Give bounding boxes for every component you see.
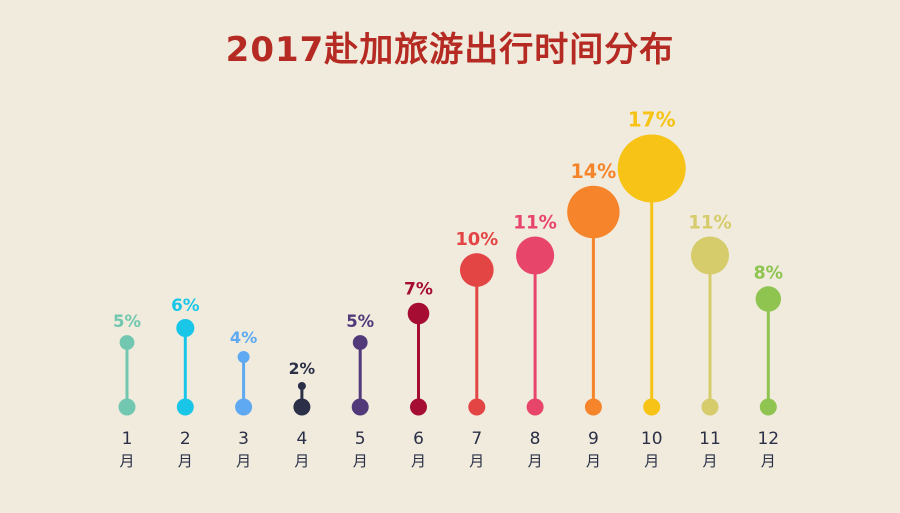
month-unit-label: 月 — [353, 452, 368, 470]
month-number-label: 9 — [588, 429, 599, 449]
value-bubble — [352, 335, 368, 350]
value-bubble — [690, 236, 730, 275]
month-number-label: 5 — [355, 429, 366, 449]
value-bubble — [516, 236, 555, 275]
value-bubble — [617, 134, 686, 203]
month-number-label: 6 — [413, 429, 424, 449]
base-dot — [701, 398, 719, 416]
base-dot — [643, 398, 661, 416]
base-dot — [118, 398, 136, 416]
month-unit-label: 月 — [119, 452, 134, 470]
month-unit-label: 月 — [644, 452, 659, 470]
value-label: 14% — [571, 160, 617, 183]
month-number-label: 8 — [530, 429, 541, 449]
value-label: 5% — [113, 312, 141, 331]
month-unit-label: 月 — [528, 452, 543, 470]
base-dot — [468, 398, 486, 416]
base-dot — [235, 398, 253, 416]
value-label: 5% — [346, 312, 374, 331]
month-number-label: 4 — [296, 429, 307, 449]
month-unit-label: 月 — [178, 452, 193, 470]
value-label: 6% — [171, 295, 200, 315]
value-bubble — [297, 382, 306, 390]
value-label: 10% — [455, 229, 498, 250]
month-unit-label: 月 — [761, 452, 776, 470]
base-dot — [176, 398, 194, 416]
value-bubble — [459, 253, 494, 287]
month-unit-label: 月 — [702, 452, 717, 470]
value-label: 7% — [404, 280, 433, 300]
month-number-label: 12 — [757, 429, 779, 449]
value-bubble — [755, 286, 782, 312]
month-unit-label: 月 — [236, 452, 251, 470]
base-dot — [293, 398, 311, 416]
value-label: 17% — [628, 108, 676, 132]
base-dot — [351, 398, 369, 416]
base-dot — [759, 398, 777, 416]
month-unit-label: 月 — [469, 452, 484, 470]
value-bubble — [237, 351, 250, 363]
month-number-label: 10 — [641, 429, 663, 449]
base-dot — [410, 398, 427, 416]
month-number-label: 11 — [699, 429, 721, 449]
value-bubble — [567, 185, 620, 239]
month-number-label: 1 — [122, 429, 133, 449]
value-label: 4% — [230, 328, 257, 347]
value-bubble — [119, 335, 135, 350]
value-bubble — [176, 318, 195, 338]
month-unit-label: 月 — [411, 452, 426, 470]
month-unit-label: 月 — [294, 452, 309, 470]
value-label: 2% — [289, 360, 316, 378]
value-label: 11% — [688, 212, 732, 233]
base-dot — [526, 398, 544, 416]
value-label: 11% — [513, 212, 557, 233]
value-label: 8% — [754, 263, 783, 283]
month-number-label: 2 — [180, 429, 191, 449]
value-bubble — [407, 302, 430, 325]
base-dot — [584, 398, 602, 416]
chart-title: 2017赴加旅游出行时间分布 — [225, 30, 675, 70]
month-number-label: 3 — [238, 429, 249, 449]
month-unit-label: 月 — [586, 452, 601, 470]
month-number-label: 7 — [471, 429, 482, 449]
